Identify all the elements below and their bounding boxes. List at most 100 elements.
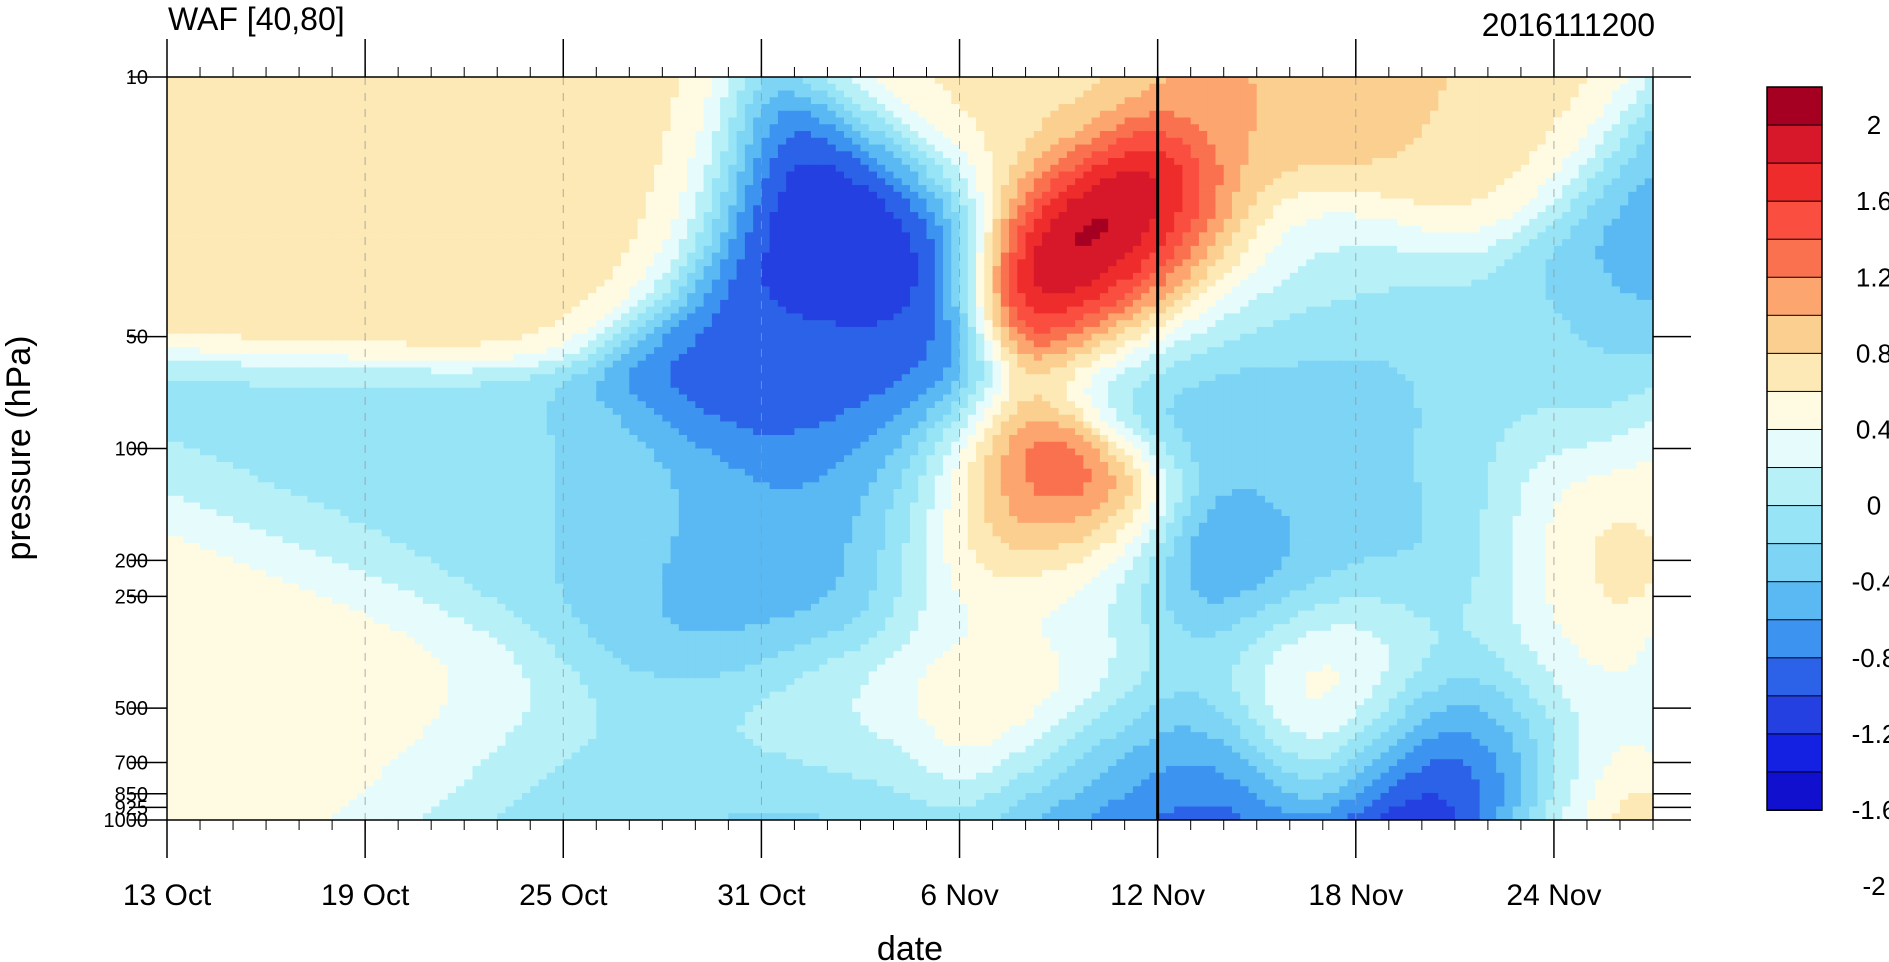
field-cell — [538, 239, 548, 247]
field-cell — [340, 104, 350, 112]
field-cell — [282, 90, 292, 98]
field-cell — [472, 664, 482, 672]
field-cell — [249, 401, 259, 409]
field-cell — [348, 738, 358, 747]
field-cell — [340, 353, 350, 362]
field-cell — [422, 340, 432, 348]
field-cell — [505, 705, 515, 713]
field-cell — [299, 131, 308, 139]
field-cell — [274, 104, 284, 112]
field-cell — [274, 428, 284, 436]
field-cell — [266, 158, 275, 166]
field-cell — [497, 340, 507, 348]
field-cell — [439, 320, 449, 328]
field-cell — [472, 576, 482, 585]
field-cell — [249, 799, 259, 808]
field-cell — [464, 543, 474, 551]
field-cell — [175, 610, 185, 618]
field-cell — [422, 630, 432, 639]
field-cell — [356, 664, 366, 672]
field-cell — [290, 779, 300, 787]
field-cell — [340, 813, 350, 820]
field-cell — [299, 576, 308, 585]
field-cell — [224, 245, 234, 254]
field-cell — [464, 144, 474, 152]
field-cell — [521, 806, 531, 814]
field-cell — [224, 394, 234, 402]
field-cell — [307, 178, 317, 186]
field-cell — [175, 509, 185, 517]
field-cell — [513, 637, 523, 645]
field-cell — [356, 583, 366, 591]
field-cell — [183, 543, 193, 551]
field-cell — [381, 624, 391, 632]
field-cell — [497, 252, 507, 260]
field-cell — [389, 752, 399, 760]
field-cell — [406, 583, 416, 591]
field-cell — [274, 198, 284, 206]
field-cell — [521, 97, 531, 105]
field-cell — [216, 198, 226, 206]
field-cell — [266, 624, 275, 632]
field-cell — [307, 259, 317, 267]
field-cell — [191, 252, 201, 260]
field-cell — [538, 124, 548, 132]
field-cell — [241, 353, 251, 362]
field-cell — [282, 144, 292, 152]
field-cell — [455, 529, 465, 537]
field-cell — [381, 590, 391, 598]
field-cell — [356, 684, 366, 693]
field-cell — [332, 779, 341, 787]
field-cell — [183, 387, 193, 396]
field-cell — [233, 570, 242, 578]
field-cell — [290, 293, 300, 301]
field-cell — [381, 428, 391, 436]
field-cell — [191, 651, 201, 659]
field-cell — [257, 252, 267, 260]
field-cell — [381, 563, 391, 571]
field-cell — [521, 266, 531, 274]
field-cell — [406, 185, 416, 193]
field-cell — [488, 509, 498, 517]
field-cell — [505, 536, 515, 544]
field-cell — [398, 252, 408, 260]
field-cell — [398, 765, 408, 774]
field-cell — [455, 279, 465, 287]
field-cell — [472, 448, 482, 456]
field-cell — [530, 509, 540, 517]
field-cell — [406, 245, 416, 254]
field-cell — [439, 387, 449, 396]
field-cell — [183, 394, 193, 402]
field-cell — [521, 428, 531, 436]
field-cell — [282, 394, 292, 402]
field-cell — [381, 326, 391, 335]
field-cell — [488, 340, 498, 348]
field-cell — [266, 387, 275, 396]
field-cell — [332, 198, 341, 206]
field-cell — [191, 624, 201, 632]
field-cell — [183, 570, 193, 578]
field-cell — [323, 698, 333, 706]
field-cell — [257, 752, 267, 760]
field-cell — [480, 556, 490, 564]
field-cell — [183, 151, 193, 159]
field-cell — [307, 772, 317, 781]
field-cell — [373, 178, 383, 186]
field-cell — [307, 563, 317, 571]
field-cell — [340, 266, 350, 274]
field-cell — [406, 489, 416, 497]
field-cell — [332, 678, 341, 686]
field-cell — [183, 448, 193, 456]
field-cell — [439, 151, 449, 159]
field-cell — [266, 489, 275, 497]
field-cell — [530, 529, 540, 537]
field-cell — [373, 252, 383, 260]
field-cell — [340, 806, 350, 814]
field-cell — [175, 772, 185, 781]
field-cell — [200, 320, 209, 328]
field-cell — [175, 522, 185, 531]
field-cell — [299, 104, 308, 112]
field-cell — [274, 482, 284, 490]
field-cell — [315, 529, 325, 537]
field-cell — [241, 529, 251, 537]
